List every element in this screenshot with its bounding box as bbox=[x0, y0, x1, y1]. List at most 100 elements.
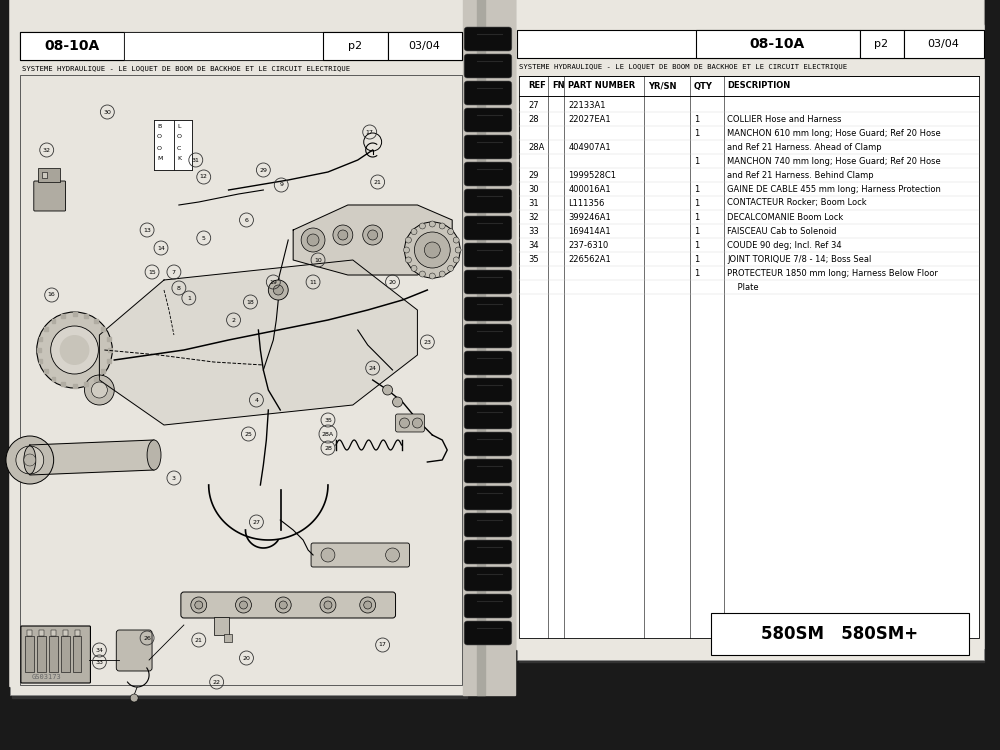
Circle shape bbox=[275, 597, 291, 613]
Text: and Ref 21 Harness. Ahead of Clamp: and Ref 21 Harness. Ahead of Clamp bbox=[727, 142, 882, 152]
Circle shape bbox=[383, 385, 393, 395]
FancyBboxPatch shape bbox=[464, 189, 512, 213]
Bar bbox=[517, 25, 984, 660]
Bar bbox=[61, 314, 65, 318]
Text: 28: 28 bbox=[324, 446, 332, 451]
Bar bbox=[73, 384, 77, 388]
Bar bbox=[904, 30, 984, 58]
FancyBboxPatch shape bbox=[311, 543, 409, 567]
Circle shape bbox=[419, 271, 425, 277]
Text: p2: p2 bbox=[874, 39, 889, 49]
Text: 399246A1: 399246A1 bbox=[568, 212, 611, 221]
Circle shape bbox=[405, 257, 411, 263]
Text: 21: 21 bbox=[195, 638, 203, 643]
Text: C: C bbox=[177, 146, 181, 151]
Bar bbox=[84, 382, 88, 386]
FancyBboxPatch shape bbox=[464, 513, 512, 537]
Bar bbox=[44, 327, 48, 331]
Text: 03/04: 03/04 bbox=[927, 39, 959, 49]
Circle shape bbox=[419, 223, 425, 229]
Circle shape bbox=[321, 548, 335, 562]
Text: 1: 1 bbox=[694, 268, 699, 278]
Circle shape bbox=[240, 601, 247, 609]
Text: 30: 30 bbox=[529, 184, 539, 194]
FancyBboxPatch shape bbox=[464, 216, 512, 240]
Bar bbox=[27, 630, 32, 636]
Text: 580SM   580SM+: 580SM 580SM+ bbox=[761, 625, 918, 643]
Bar bbox=[107, 359, 111, 363]
Text: and Ref 21 Harness. Behind Clamp: and Ref 21 Harness. Behind Clamp bbox=[727, 170, 874, 179]
FancyBboxPatch shape bbox=[34, 181, 66, 211]
Circle shape bbox=[268, 280, 288, 300]
Bar bbox=[44, 369, 48, 374]
Text: CONTACTEUR Rocker; Boom Lock: CONTACTEUR Rocker; Boom Lock bbox=[727, 199, 867, 208]
Text: 1: 1 bbox=[694, 226, 699, 236]
Circle shape bbox=[191, 597, 207, 613]
FancyBboxPatch shape bbox=[464, 567, 512, 591]
Text: 30: 30 bbox=[103, 110, 111, 115]
Bar bbox=[20, 75, 462, 685]
Text: p2: p2 bbox=[348, 41, 362, 51]
Text: 35: 35 bbox=[529, 254, 539, 263]
Text: 32: 32 bbox=[529, 212, 539, 221]
Text: 3: 3 bbox=[172, 476, 176, 481]
Text: 29: 29 bbox=[259, 167, 267, 172]
FancyBboxPatch shape bbox=[464, 621, 512, 645]
Polygon shape bbox=[10, 0, 467, 687]
Text: 4: 4 bbox=[254, 398, 258, 403]
Text: 12: 12 bbox=[200, 175, 208, 179]
Text: 1: 1 bbox=[694, 157, 699, 166]
Text: DECALCOMANIE Boom Lock: DECALCOMANIE Boom Lock bbox=[727, 212, 844, 221]
Bar bbox=[323, 32, 388, 60]
Text: 1: 1 bbox=[694, 241, 699, 250]
Text: REF: REF bbox=[529, 82, 546, 91]
Circle shape bbox=[400, 418, 409, 428]
Text: O: O bbox=[157, 146, 162, 151]
Text: 28A: 28A bbox=[529, 142, 545, 152]
FancyBboxPatch shape bbox=[464, 459, 512, 483]
Text: 19: 19 bbox=[269, 280, 277, 284]
FancyBboxPatch shape bbox=[464, 162, 512, 186]
Text: 15: 15 bbox=[148, 269, 156, 274]
Circle shape bbox=[424, 242, 440, 258]
Bar bbox=[107, 337, 111, 341]
Bar bbox=[517, 30, 984, 58]
Text: 22133A1: 22133A1 bbox=[568, 100, 606, 109]
Polygon shape bbox=[99, 260, 417, 425]
Text: 11: 11 bbox=[309, 280, 317, 284]
Text: 237-6310: 237-6310 bbox=[568, 241, 609, 250]
Text: 22027EA1: 22027EA1 bbox=[568, 115, 611, 124]
Text: 28A: 28A bbox=[322, 431, 334, 436]
FancyBboxPatch shape bbox=[464, 594, 512, 618]
Text: 1: 1 bbox=[694, 212, 699, 221]
Circle shape bbox=[60, 335, 89, 365]
Text: 18: 18 bbox=[247, 299, 254, 304]
Text: 32: 32 bbox=[43, 148, 51, 152]
Text: 9: 9 bbox=[279, 182, 283, 188]
Circle shape bbox=[24, 454, 36, 466]
FancyBboxPatch shape bbox=[116, 630, 152, 671]
Bar bbox=[519, 24, 984, 662]
Text: YR/SN: YR/SN bbox=[648, 82, 676, 91]
Text: O: O bbox=[157, 134, 162, 140]
FancyBboxPatch shape bbox=[464, 108, 512, 132]
Text: QTY: QTY bbox=[694, 82, 713, 91]
Text: SYSTEME HYDRAULIQUE - LE LOQUET DE BOOM DE BACKHOE ET LE CIRCUIT ELECTRIQUE: SYSTEME HYDRAULIQUE - LE LOQUET DE BOOM … bbox=[22, 65, 350, 71]
Text: 33: 33 bbox=[529, 226, 539, 236]
FancyBboxPatch shape bbox=[464, 378, 512, 402]
Circle shape bbox=[333, 225, 353, 245]
Circle shape bbox=[453, 257, 459, 263]
Circle shape bbox=[363, 225, 383, 245]
Text: 23: 23 bbox=[423, 340, 431, 344]
Bar bbox=[124, 32, 323, 60]
Text: 1: 1 bbox=[694, 199, 699, 208]
Circle shape bbox=[37, 312, 112, 388]
Circle shape bbox=[429, 273, 435, 279]
Text: 2: 2 bbox=[232, 317, 236, 322]
Polygon shape bbox=[517, 0, 984, 650]
Bar bbox=[20, 32, 124, 60]
Bar bbox=[20, 32, 462, 60]
Bar bbox=[477, 0, 485, 695]
FancyBboxPatch shape bbox=[464, 297, 512, 321]
Text: 22: 22 bbox=[213, 680, 221, 685]
